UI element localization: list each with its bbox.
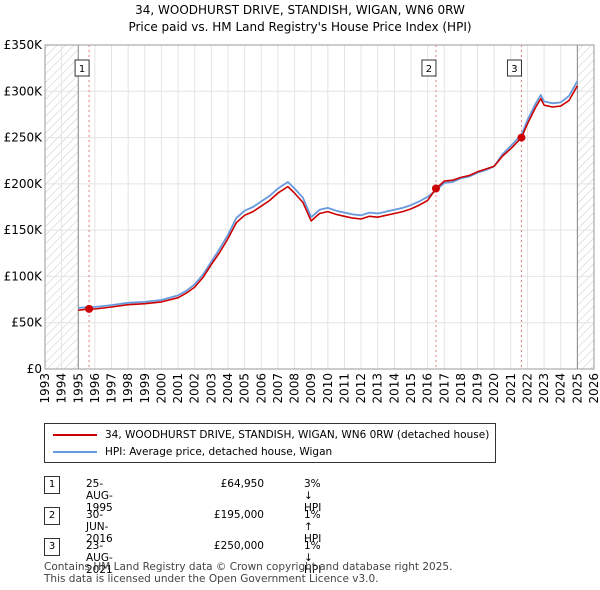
x-tick-label: 2000 bbox=[154, 373, 168, 404]
x-tick-label: 1998 bbox=[121, 373, 135, 404]
legend-item-property: 34, WOODHURST DRIVE, STANDISH, WIGAN, WN… bbox=[53, 427, 489, 443]
x-tick-label: 2018 bbox=[454, 373, 468, 404]
series-line-property bbox=[78, 85, 579, 311]
x-tick-label: 2002 bbox=[188, 373, 202, 404]
sale-point bbox=[517, 133, 526, 142]
sale-point bbox=[85, 304, 94, 313]
sale-label-box bbox=[506, 59, 522, 77]
sale-label-text: 3 bbox=[511, 64, 517, 75]
y-tick-label: £150K bbox=[4, 223, 44, 237]
sale-date: 30-JUN-2016 bbox=[86, 509, 113, 545]
y-tick-label: £100K bbox=[4, 269, 44, 283]
legend-label-hpi: HPI: Average price, detached house, Wiga… bbox=[105, 446, 333, 458]
y-tick-label: £0 bbox=[27, 362, 42, 376]
footer-copyright: Contains HM Land Registry data © Crown c… bbox=[44, 561, 453, 573]
x-tick-label: 2021 bbox=[504, 373, 518, 404]
hatch-region-end bbox=[577, 45, 594, 369]
y-tick-label: £50K bbox=[11, 316, 43, 330]
x-tick-label: 2007 bbox=[271, 373, 285, 404]
plot-frame bbox=[44, 44, 595, 370]
sale-point bbox=[431, 184, 440, 193]
legend-item-hpi: HPI: Average price, detached house, Wiga… bbox=[53, 444, 332, 460]
x-tick-label: 1995 bbox=[71, 373, 85, 404]
sale-hpi-diff: 1% ↓ HPI bbox=[304, 540, 322, 576]
sale-number: 1 bbox=[44, 476, 60, 494]
x-tick-label: 2016 bbox=[421, 373, 435, 404]
x-tick-label: 2014 bbox=[387, 373, 401, 404]
price-chart: £0 £50K £100K £150K £200K £250K £300K £350K 1993… bbox=[4, 38, 600, 404]
sale-hpi-diff: 3% ↓ HPI bbox=[304, 478, 322, 514]
sale-price: £195,000 bbox=[213, 509, 264, 521]
chart-title: 34, WOODHURST DRIVE, STANDISH, WIGAN, WN… bbox=[135, 3, 465, 17]
sale-label-text: 2 bbox=[426, 64, 432, 75]
x-tick-label: 2017 bbox=[437, 373, 451, 404]
sale-label-text: 1 bbox=[79, 64, 85, 75]
x-tick-label: 2013 bbox=[371, 373, 385, 404]
y-tick-label: £250K bbox=[4, 131, 44, 145]
x-tick-label: 2022 bbox=[520, 373, 534, 404]
x-tick-label: 1999 bbox=[138, 373, 152, 404]
x-tick-label: 2026 bbox=[587, 373, 600, 404]
x-tick-label: 2025 bbox=[570, 373, 584, 404]
y-tick-label: £300K bbox=[4, 84, 44, 98]
sale-label-box bbox=[74, 59, 90, 77]
x-tick-label: 2003 bbox=[204, 373, 218, 404]
x-tick-label: 2019 bbox=[471, 373, 485, 404]
x-tick-label: 2004 bbox=[221, 373, 235, 404]
x-tick-label: 2010 bbox=[321, 373, 335, 404]
legend-swatch-hpi bbox=[53, 451, 97, 453]
sale-number: 3 bbox=[44, 538, 60, 556]
sale-price: £64,950 bbox=[220, 478, 264, 490]
y-tick-label: £350K bbox=[4, 38, 44, 52]
x-tick-label: 2024 bbox=[554, 373, 568, 404]
sale-date: 25-AUG-1995 bbox=[86, 478, 113, 514]
x-tick-label: 2023 bbox=[537, 373, 551, 404]
sale-hpi-diff: 1% ↑ HPI bbox=[304, 509, 322, 545]
sale-number: 2 bbox=[44, 507, 60, 525]
chart-subtitle: Price paid vs. HM Land Registry's House … bbox=[128, 20, 472, 34]
sale-label-box bbox=[421, 59, 437, 77]
x-tick-label: 2020 bbox=[487, 373, 501, 404]
x-tick-label: 1994 bbox=[55, 373, 69, 404]
x-tick-label: 2008 bbox=[288, 373, 302, 404]
x-tick-label: 1996 bbox=[88, 373, 102, 404]
sale-date: 23-AUG-2021 bbox=[86, 540, 113, 576]
sale-price: £250,000 bbox=[213, 540, 264, 552]
legend: 34, WOODHURST DRIVE, STANDISH, WIGAN, WN… bbox=[44, 423, 496, 463]
x-tick-label: 2001 bbox=[171, 373, 185, 404]
plot-area bbox=[45, 45, 594, 369]
x-tick-label: 1993 bbox=[38, 373, 52, 404]
x-tick-label: 2009 bbox=[304, 373, 318, 404]
x-tick-label: 2006 bbox=[254, 373, 268, 404]
x-tick-label: 2012 bbox=[354, 373, 368, 404]
x-tick-label: 1997 bbox=[105, 373, 119, 404]
x-tick-label: 2015 bbox=[404, 373, 418, 404]
legend-label-property: 34, WOODHURST DRIVE, STANDISH, WIGAN, WN… bbox=[105, 429, 490, 441]
x-tick-label: 2005 bbox=[238, 373, 252, 404]
series-line-hpi bbox=[78, 80, 579, 309]
x-tick-label: 2011 bbox=[337, 373, 351, 404]
footer-licence: This data is licensed under the Open Gov… bbox=[44, 573, 379, 585]
legend-swatch-property bbox=[53, 434, 97, 436]
y-tick-label: £200K bbox=[4, 177, 44, 191]
